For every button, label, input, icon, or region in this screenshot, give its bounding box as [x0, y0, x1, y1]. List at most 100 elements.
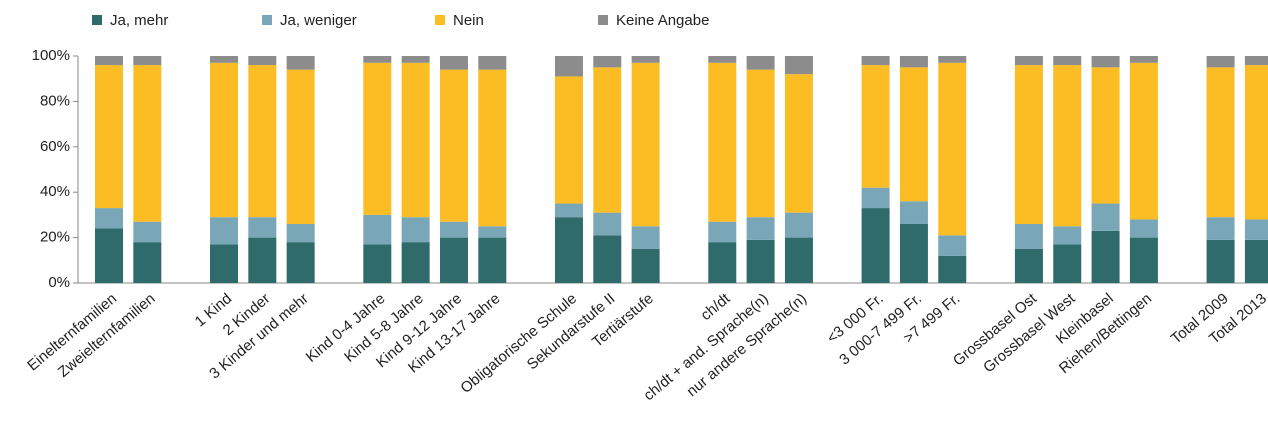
bar-segment [1206, 56, 1235, 68]
bar-segment [631, 226, 660, 249]
bar-segment [746, 69, 775, 218]
bar-segment [478, 237, 507, 283]
bar-segment [593, 212, 622, 236]
y-tick-label: 0% [48, 274, 70, 291]
bar-segment [861, 56, 890, 66]
legend-label: Ja, mehr [110, 12, 168, 29]
bar-segment [899, 67, 928, 202]
y-tick-label: 20% [40, 229, 70, 246]
bar-segment [248, 237, 277, 283]
bar-segment [439, 69, 468, 222]
bar-segment [1244, 219, 1268, 240]
bar-segment [784, 212, 813, 238]
bar-segment [439, 56, 468, 70]
bar-segment [938, 56, 967, 63]
bar-segment [401, 242, 430, 283]
y-tick-label: 80% [40, 92, 70, 109]
bar-segment [439, 221, 468, 238]
bar-segment [209, 217, 238, 245]
bar-segment [631, 62, 660, 227]
bar-segment [899, 223, 928, 283]
legend-label: Nein [453, 12, 484, 29]
bar-segment [861, 208, 890, 283]
bar-segment [861, 187, 890, 209]
bar-segment [286, 56, 315, 70]
bar-segment [248, 217, 277, 238]
bar-segment [95, 228, 123, 283]
bar-segment [899, 56, 928, 68]
bar-segment [401, 62, 430, 218]
bar-segment [439, 237, 468, 283]
bar-segment [708, 221, 737, 243]
bar-segment [554, 217, 583, 283]
bar-segment [209, 244, 238, 283]
bar-segment [1091, 67, 1120, 204]
bar-segment [1129, 219, 1158, 238]
bar-segment [95, 65, 123, 209]
bar-segment [1244, 56, 1268, 66]
bar-segment [286, 242, 315, 283]
bar-segment [401, 217, 430, 243]
bar-segment [784, 56, 813, 75]
bar-segment [363, 62, 392, 215]
bar-segment [1053, 65, 1082, 227]
bar-segment [861, 65, 890, 188]
y-tick-label: 40% [40, 183, 70, 200]
bar-segment [593, 235, 622, 283]
legend-label: Keine Angabe [616, 12, 709, 29]
bar-segment [631, 56, 660, 63]
bar-segment [746, 239, 775, 283]
legend-swatch [92, 15, 102, 25]
bar-segment [248, 65, 277, 218]
bar-segment [1091, 230, 1120, 283]
legend-swatch [598, 15, 608, 25]
bar-segment [133, 221, 162, 243]
bar-segment [899, 201, 928, 224]
bar-segment [708, 62, 737, 222]
bar-segment [784, 74, 813, 213]
bar-segment [133, 65, 162, 222]
bar-segment [1129, 56, 1158, 63]
bar-segment [938, 255, 967, 283]
bar-segment [1091, 56, 1120, 68]
bar-segment [1206, 67, 1235, 218]
bar-segment [1206, 239, 1235, 283]
bar-segment [209, 56, 238, 63]
bar-segment [1244, 239, 1268, 283]
y-tick-label: 60% [40, 138, 70, 155]
bar-segment [1244, 65, 1268, 220]
bar-segment [1053, 226, 1082, 245]
bar-segment [95, 56, 123, 66]
bar-segment [1206, 217, 1235, 240]
bar-segment [478, 226, 507, 238]
bar-segment [1053, 244, 1082, 283]
bar-segment [708, 56, 737, 63]
bar-segment [478, 56, 507, 70]
bar-segment [938, 62, 967, 236]
bar-segment [363, 214, 392, 245]
bar-segment [286, 69, 315, 224]
bar-segment [746, 217, 775, 240]
legend-label: Ja, weniger [280, 12, 357, 29]
bar-segment [554, 203, 583, 218]
bar-segment [1014, 223, 1043, 249]
bar-segment [1091, 203, 1120, 231]
bar-segment [593, 67, 622, 213]
bar-segment [363, 244, 392, 283]
bar-segment [554, 76, 583, 204]
bar-segment [1014, 248, 1043, 283]
bar-segment [1014, 65, 1043, 224]
bar-segment [784, 237, 813, 283]
bar-segment [133, 56, 162, 66]
bar-segment [248, 56, 277, 66]
bar-segment [1129, 62, 1158, 220]
bar-segment [1053, 56, 1082, 66]
bar-segment [95, 208, 123, 229]
bar-segment [363, 56, 392, 63]
bar-segment [708, 242, 737, 283]
bar-segment [554, 56, 583, 77]
bar-segment [1014, 56, 1043, 66]
bar-segment [1129, 237, 1158, 283]
bar-segment [133, 242, 162, 283]
